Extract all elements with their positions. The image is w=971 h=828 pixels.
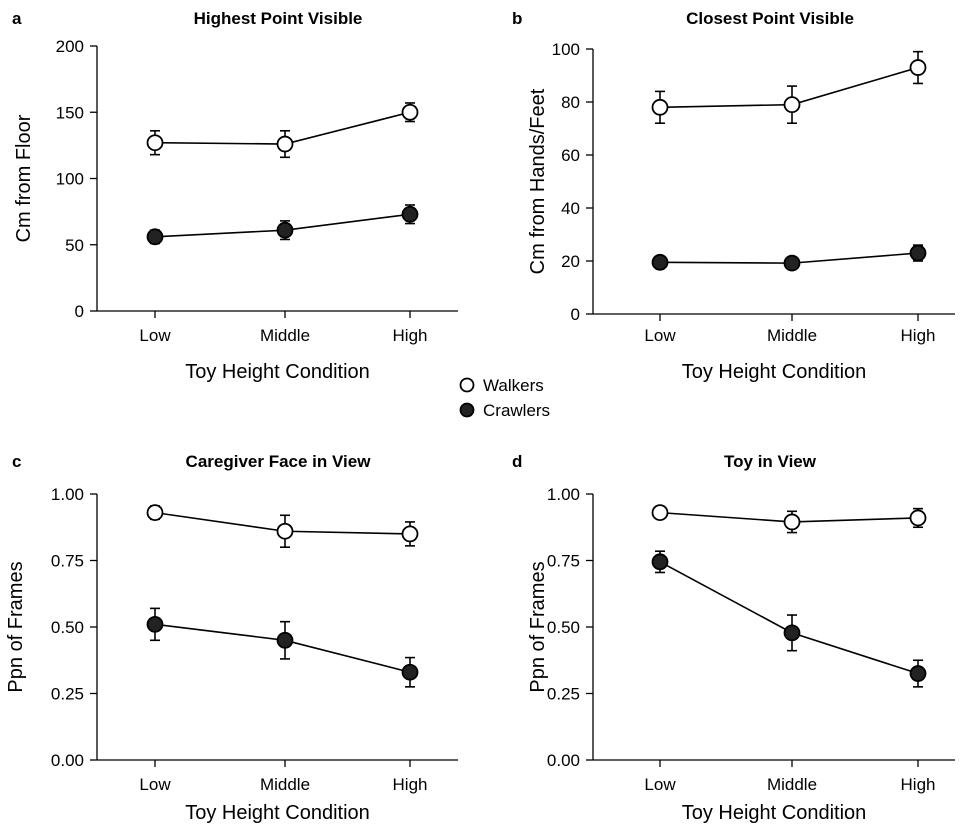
x-tick-label-c-1: Middle <box>260 775 310 794</box>
point-crawlers-d-1 <box>783 624 801 642</box>
panel-letter-a: a <box>12 9 22 28</box>
y-tick-label-b-0: 0 <box>571 305 580 324</box>
panel-c: c Caregiver Face in View 0.00 0.25 0.50 0.75 1… <box>5 452 458 824</box>
point-walkers-d-0 <box>651 504 669 522</box>
x-axis-label-a: Toy Height Condition <box>185 361 370 383</box>
panel-letter-c: c <box>12 452 21 471</box>
panel-title-a: Highest Point Visible <box>194 9 363 28</box>
point-walkers-b-0 <box>651 98 669 116</box>
x-tick-label-d-1: Middle <box>767 775 817 794</box>
y-tick-label-b-4: 80 <box>561 93 580 112</box>
y-tick-label-c-2: 0.50 <box>51 618 84 637</box>
legend: Walkers Crawlers <box>459 376 550 420</box>
point-crawlers-a-0 <box>146 228 164 246</box>
y-tick-label-a-2: 100 <box>56 170 84 189</box>
x-tick-label-a-0: Low <box>139 326 171 345</box>
y-tick-label-d-2: 0.50 <box>547 618 580 637</box>
series-walkers-c <box>146 504 419 549</box>
x-axis-label-b: Toy Height Condition <box>682 361 867 383</box>
series-crawlers-d <box>651 550 927 688</box>
point-crawlers-d-2 <box>909 665 927 682</box>
legend-walkers-label: Walkers <box>483 376 544 395</box>
x-tick-label-b-0: Low <box>644 326 676 345</box>
point-crawlers-d-0 <box>651 553 669 571</box>
point-walkers-c-1 <box>276 522 294 540</box>
x-tick-label-c-2: High <box>393 775 428 794</box>
series-crawlers-b <box>651 244 927 272</box>
y-tick-label-a-1: 50 <box>65 236 84 255</box>
y-tick-label-c-0: 0.00 <box>51 751 84 770</box>
x-axis-label-d: Toy Height Condition <box>682 802 867 824</box>
series-walkers-d <box>651 504 927 534</box>
y-tick-label-b-2: 40 <box>561 199 580 218</box>
y-axis-label-d: Ppn of Frames <box>527 561 549 692</box>
x-tick-label-a-2: High <box>393 326 428 345</box>
x-tick-label-c-0: Low <box>139 775 171 794</box>
y-tick-label-c-3: 0.75 <box>51 552 84 571</box>
y-tick-label-d-3: 0.75 <box>547 552 580 571</box>
point-walkers-a-2 <box>401 103 419 121</box>
point-walkers-c-2 <box>401 525 419 543</box>
point-walkers-d-1 <box>783 513 801 531</box>
series-line-crawlers-d <box>659 561 919 675</box>
y-tick-label-a-0: 0 <box>75 302 84 321</box>
y-tick-label-c-4: 1.00 <box>51 485 84 504</box>
panel-title-c: Caregiver Face in View <box>186 452 372 471</box>
y-axis-label-a: Cm from Floor <box>13 114 35 242</box>
point-crawlers-c-2 <box>401 663 419 681</box>
series-walkers-b <box>651 50 927 124</box>
y-tick-label-d-1: 0.25 <box>547 685 580 704</box>
point-crawlers-a-1 <box>276 221 294 239</box>
series-crawlers-c <box>146 607 419 688</box>
x-tick-label-b-2: High <box>901 326 936 345</box>
series-walkers-a <box>146 102 419 159</box>
y-tick-label-a-4: 200 <box>56 37 84 56</box>
y-tick-label-b-5: 100 <box>552 40 580 59</box>
point-crawlers-b-2 <box>909 244 927 262</box>
legend-walkers-marker <box>459 377 475 393</box>
panel-b: b Closest Point Visible 0 20 40 60 80 100 Low Mid… <box>512 9 955 383</box>
panel-title-d: Toy in View <box>724 452 817 471</box>
panel-d: d Toy in View 0.00 0.25 0.50 0.75 1.00 Low Middl… <box>512 452 955 824</box>
point-walkers-d-2 <box>909 509 927 527</box>
panel-letter-d: d <box>512 452 522 471</box>
x-axis-label-c: Toy Height Condition <box>185 802 370 824</box>
series-crawlers-a <box>146 204 419 246</box>
point-walkers-b-2 <box>909 59 927 76</box>
point-walkers-a-0 <box>146 134 164 152</box>
panel-letter-b: b <box>512 9 522 28</box>
x-tick-label-d-2: High <box>901 775 936 794</box>
point-crawlers-c-1 <box>276 631 294 649</box>
y-tick-label-a-3: 150 <box>56 103 84 122</box>
y-tick-label-b-3: 60 <box>561 146 580 165</box>
x-tick-label-b-1: Middle <box>767 326 817 345</box>
y-axis-label-b: Cm from Hands/Feet <box>527 88 549 274</box>
point-walkers-b-1 <box>783 96 801 114</box>
y-tick-label-d-0: 0.00 <box>547 751 580 770</box>
y-axis-label-c: Ppn of Frames <box>5 561 27 692</box>
point-walkers-c-0 <box>146 504 164 522</box>
panel-title-b: Closest Point Visible <box>686 9 854 28</box>
legend-crawlers-marker <box>459 402 475 418</box>
x-tick-label-a-1: Middle <box>260 326 310 345</box>
y-tick-label-b-1: 20 <box>561 252 580 271</box>
point-crawlers-b-0 <box>651 253 669 271</box>
panel-a: a Highest Point Visible 0 50 100 150 200 Low Mid… <box>12 9 458 383</box>
point-crawlers-b-1 <box>783 254 801 272</box>
point-walkers-a-1 <box>276 135 294 153</box>
x-tick-label-d-0: Low <box>644 775 676 794</box>
y-tick-label-d-4: 1.00 <box>547 485 580 504</box>
y-tick-label-c-1: 0.25 <box>51 685 84 704</box>
point-crawlers-a-2 <box>401 205 419 223</box>
point-crawlers-c-0 <box>146 615 164 633</box>
legend-crawlers-label: Crawlers <box>483 401 550 420</box>
